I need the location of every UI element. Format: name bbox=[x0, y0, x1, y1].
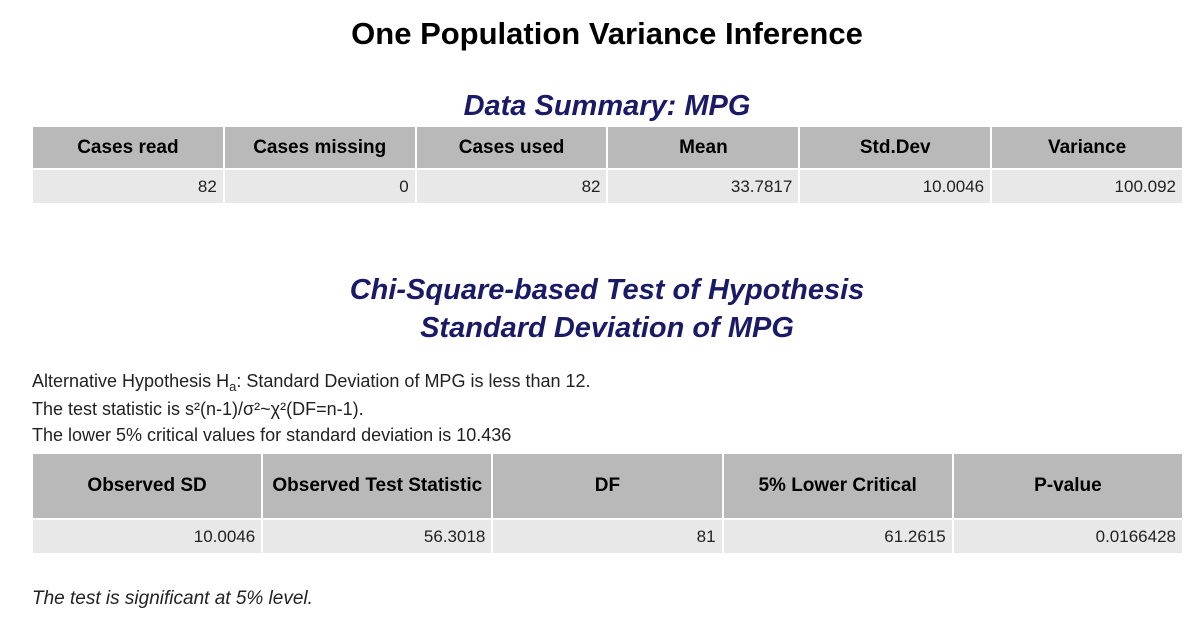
hypothesis-test-title: Chi-Square-based Test of Hypothesis Stan… bbox=[0, 271, 1200, 347]
table-row: 82 0 82 33.7817 10.0046 100.092 bbox=[33, 170, 1182, 203]
df-value: 81 bbox=[493, 520, 722, 553]
header-cases-read: Cases read bbox=[33, 127, 223, 168]
table-row: 10.0046 56.3018 81 61.2615 0.0166428 bbox=[33, 520, 1182, 553]
header-observed-sd: Observed SD bbox=[33, 454, 262, 518]
table-header-row: Cases read Cases missing Cases used Mean… bbox=[33, 127, 1182, 168]
hypothesis-description: Alternative Hypothesis Ha: Standard Devi… bbox=[32, 368, 591, 448]
header-std-dev: Std.Dev bbox=[800, 127, 991, 168]
alternative-hypothesis-prefix: Alternative Hypothesis H bbox=[32, 371, 230, 391]
data-summary-title: Data Summary: MPG bbox=[463, 90, 751, 122]
std-dev-value: 10.0046 bbox=[800, 170, 991, 203]
p-value: 0.0166428 bbox=[953, 520, 1182, 553]
observed-sd-value: 10.0046 bbox=[33, 520, 262, 553]
header-observed-test-statistic: Observed Test Statistic bbox=[263, 454, 492, 518]
alternative-hypothesis-line: Alternative Hypothesis Ha: Standard Devi… bbox=[32, 368, 591, 396]
hypothesis-test-title-line2: Standard Deviation of MPG bbox=[420, 312, 794, 344]
observed-test-statistic-value: 56.3018 bbox=[263, 520, 492, 553]
data-summary-table: Cases read Cases missing Cases used Mean… bbox=[31, 125, 1184, 205]
header-variance: Variance bbox=[992, 127, 1182, 168]
cases-used-value: 82 bbox=[416, 170, 607, 203]
header-cases-missing: Cases missing bbox=[224, 127, 415, 168]
test-conclusion: The test is significant at 5% level. bbox=[32, 588, 313, 609]
cases-read-value: 82 bbox=[33, 170, 223, 203]
alternative-hypothesis-text: : Standard Deviation of MPG is less than… bbox=[236, 371, 591, 391]
header-df: DF bbox=[493, 454, 722, 518]
hypothesis-test-table: Observed SD Observed Test Statistic DF 5… bbox=[31, 452, 1184, 555]
page-title: One Population Variance Inference bbox=[351, 16, 863, 51]
header-lower-critical: 5% Lower Critical bbox=[723, 454, 952, 518]
header-p-value: P-value bbox=[953, 454, 1182, 518]
cases-missing-value: 0 bbox=[224, 170, 415, 203]
lower-critical-value: 61.2615 bbox=[723, 520, 952, 553]
alternative-hypothesis-subscript: a bbox=[229, 379, 237, 394]
variance-value: 100.092 bbox=[992, 170, 1182, 203]
table-header-row: Observed SD Observed Test Statistic DF 5… bbox=[33, 454, 1182, 518]
header-cases-used: Cases used bbox=[416, 127, 607, 168]
critical-value-line: The lower 5% critical values for standar… bbox=[32, 425, 512, 445]
test-statistic-line: The test statistic is s²(n-1)/σ²~χ²(DF=n… bbox=[32, 399, 364, 419]
header-mean: Mean bbox=[608, 127, 799, 168]
hypothesis-test-title-line1: Chi-Square-based Test of Hypothesis bbox=[349, 274, 865, 306]
mean-value: 33.7817 bbox=[608, 170, 799, 203]
